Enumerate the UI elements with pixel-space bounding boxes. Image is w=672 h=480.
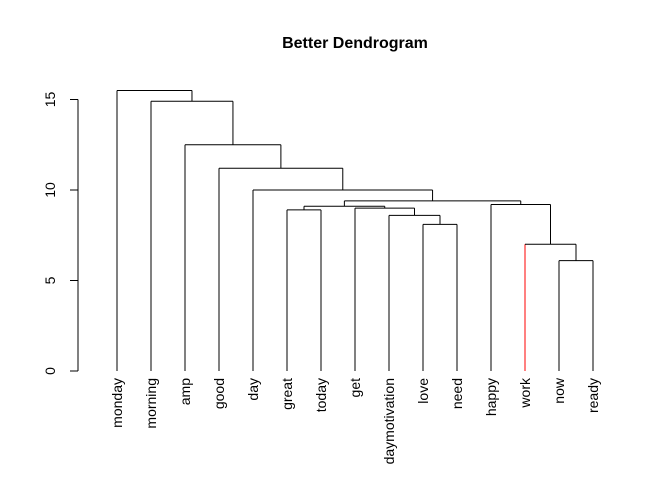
- leaf-label: need: [449, 378, 465, 409]
- leaf-label: amp: [177, 378, 193, 405]
- leaf-label: today: [313, 378, 329, 412]
- leaf-label: get: [347, 378, 363, 398]
- leaf-label: now: [551, 377, 567, 404]
- leaf-label: good: [211, 378, 227, 409]
- leaf-label: ready: [585, 378, 601, 413]
- leaf-label: morning: [143, 378, 159, 429]
- leaf-label: great: [279, 378, 295, 410]
- chart-title: Better Dendrogram: [282, 35, 428, 52]
- y-tick-label: 0: [42, 367, 58, 375]
- y-tick-label: 10: [42, 182, 58, 198]
- leaf-labels: monday morning amp good day great today get daym…: [109, 377, 601, 464]
- y-axis: 0 5 10 15: [42, 92, 79, 375]
- leaf-label: work: [517, 377, 533, 409]
- leaf-label: day: [245, 378, 261, 401]
- dendrogram-branches: [116, 89, 594, 371]
- y-tick-label: 15: [42, 92, 58, 108]
- leaf-label: love: [415, 378, 431, 404]
- leaf-label: monday: [109, 378, 125, 428]
- leaf-label: daymotivation: [381, 378, 397, 464]
- y-tick-label: 5: [42, 276, 58, 284]
- leaf-label: happy: [483, 378, 499, 416]
